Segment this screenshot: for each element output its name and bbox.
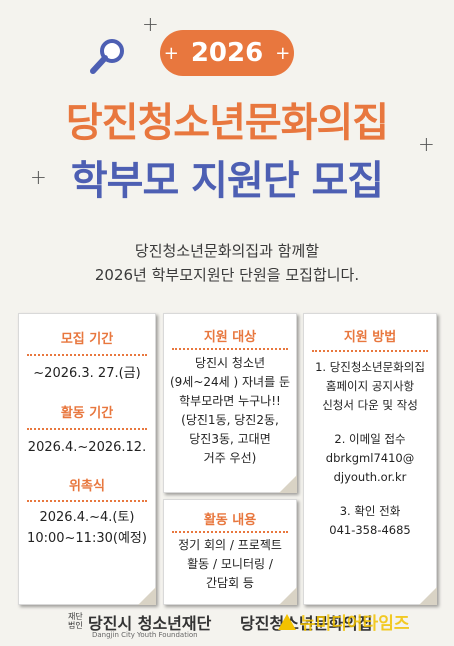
org-name-foundation-en: Dangjin City Youth Foundation [92, 631, 198, 639]
target-line: (당진1동, 당진2동, [181, 413, 279, 427]
year-label: 2026 [190, 38, 264, 68]
apply-step1: 신청서 다운 및 작성 [322, 398, 418, 412]
org-name-center: 당진청소년문화의집 [240, 614, 373, 633]
plus-icon: + [163, 42, 179, 64]
recruit-period-value: ~2026.3. 27.(금) [33, 366, 141, 381]
activity-heading: 활동 내용 [203, 513, 257, 528]
activity-line: 간담회 등 [206, 576, 254, 590]
target-line: 학부모라면 누구나!! [179, 394, 281, 408]
foundation-mark-line: 재단 [68, 612, 83, 621]
target-heading: 지원 대상 [203, 330, 257, 345]
footer: 재단 법인 당진시 청소년재단 Dangjin City Youth Found… [0, 606, 454, 646]
page-fold [279, 475, 297, 493]
period-card: 모집 기간 ~2026.3. 27.(금) 활동 기간 2026.4.~2026… [18, 313, 156, 605]
page-fold [279, 587, 297, 605]
foundation-mark-line: 법인 [68, 621, 83, 630]
watermark: 뉴미디어타임즈 [278, 609, 409, 634]
foundation-mark: 재단 법인 [68, 612, 83, 630]
ceremony-heading: 위촉식 [69, 479, 105, 494]
apply-step1: 1. 당진청소년문화의집 [315, 360, 425, 374]
divider [27, 500, 147, 502]
activity-period-value: 2026.4.~2026.12. [27, 440, 147, 455]
target-line: 당진시 청소년 [194, 356, 266, 370]
divider [172, 531, 288, 533]
target-line: 거주 우선) [203, 451, 257, 465]
apply-step1: 홈페이지 공지사항 [325, 379, 415, 393]
ceremony-time: 10:00~11:30(예정) [27, 531, 147, 546]
intro-line-2: 2026년 학부모지원단 단원을 모집합니다. [94, 266, 360, 284]
sparkle-icon: + [418, 132, 435, 156]
divider [172, 348, 288, 350]
ceremony-date: 2026.4.~4.(토) [39, 510, 135, 525]
plus-icon: + [275, 42, 291, 64]
apply-heading: 지원 방법 [343, 330, 397, 345]
apply-phone: 041-358-4685 [329, 523, 411, 537]
target-card: 지원 대상 당진시 청소년 (9세~24세 ) 자녀를 둔 학부모라면 누구나!… [163, 313, 297, 493]
target-line: (9세~24세 ) 자녀를 둔 [169, 375, 290, 389]
recruit-period-heading: 모집 기간 [60, 332, 114, 347]
divider [27, 354, 147, 356]
divider [312, 350, 428, 352]
apply-email: dbrkgml7410@ [325, 451, 415, 465]
watermark-text: 뉴미디어타임즈 [300, 614, 410, 634]
target-line: 당진3동, 고대면 [189, 432, 271, 446]
activity-line: 활동 / 모니터링 / [187, 557, 273, 571]
title-line-1: 당진청소년문화의집 [65, 100, 389, 146]
apply-card: 지원 방법 1. 당진청소년문화의집 홈페이지 공지사항 신청서 다운 및 작성… [303, 313, 437, 605]
sparkle-icon: + [142, 12, 159, 36]
apply-step3: 3. 확인 전화 [339, 504, 401, 518]
divider [27, 428, 147, 430]
sparkle-icon: + [30, 165, 47, 189]
page-fold [419, 587, 437, 605]
activity-line: 정기 회의 / 프로젝트 [178, 538, 282, 552]
watermark-logo-icon [278, 613, 296, 630]
org-name-foundation: 당진시 청소년재단 [88, 614, 212, 633]
title-line-2: 학부모 지원단 모집 [70, 158, 384, 204]
year-badge: + 2026 + [160, 30, 294, 76]
page-fold [138, 587, 156, 605]
apply-step2: 2. 이메일 접수 [334, 432, 406, 446]
activity-card: 활동 내용 정기 회의 / 프로젝트 활동 / 모니터링 / 간담회 등 [163, 499, 297, 605]
magnifier-icon [90, 39, 124, 74]
intro-line-1: 당진청소년문화의집과 함께할 [134, 242, 320, 260]
apply-email: djyouth.or.kr [333, 470, 407, 484]
activity-period-heading: 활동 기간 [60, 406, 114, 421]
